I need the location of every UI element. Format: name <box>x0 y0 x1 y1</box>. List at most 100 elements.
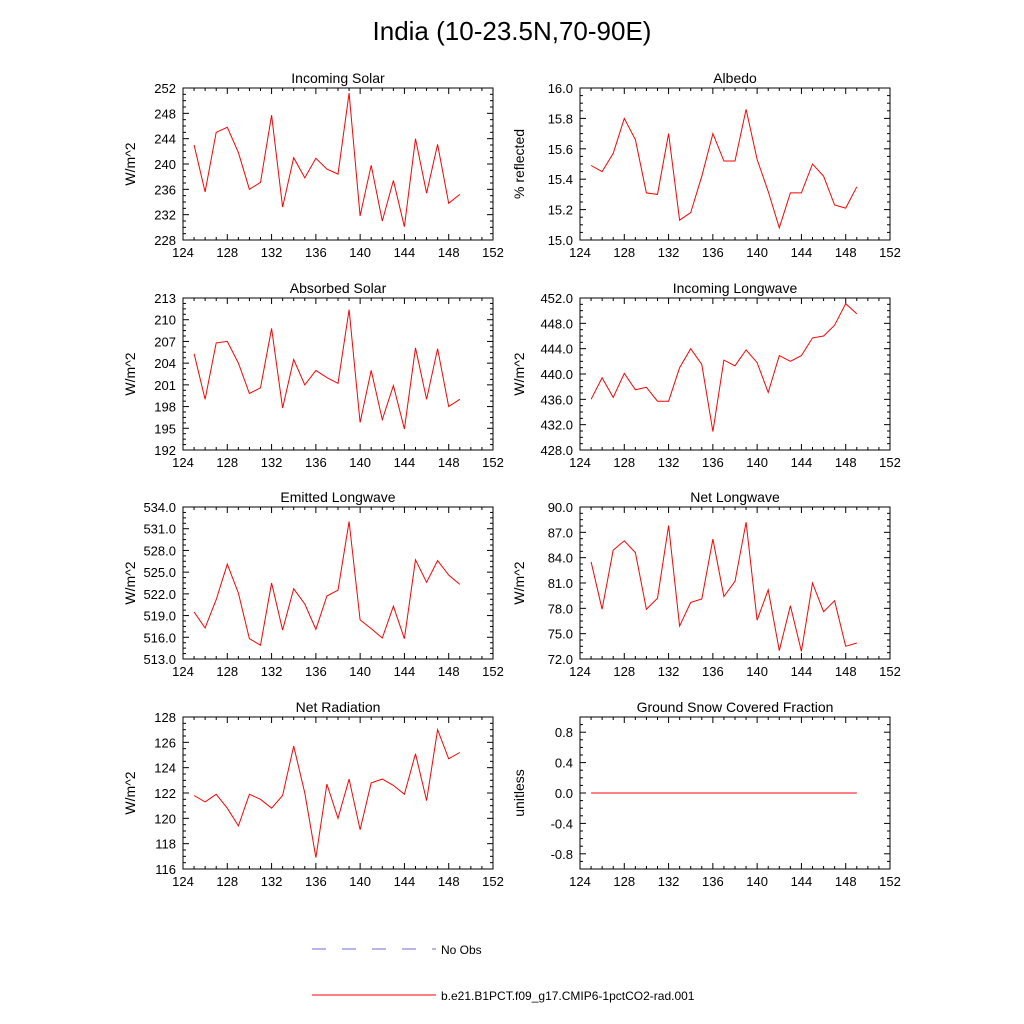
x-tick-label: 136 <box>702 245 724 260</box>
panel-incoming-solar: Incoming Solar W/m^2 124 128 132 136 140 144 148… <box>122 70 504 260</box>
y-tick-label: -0.8 <box>551 847 573 862</box>
x-tick-label: 132 <box>261 664 283 679</box>
y-tick-label: 120 <box>154 811 176 826</box>
x-tick-label: 144 <box>394 874 416 889</box>
x-tick-label: 144 <box>394 455 416 470</box>
y-tick-label: 232 <box>154 208 176 223</box>
x-tick-label: 140 <box>349 455 371 470</box>
x-tick-label: 124 <box>172 455 194 470</box>
series-line <box>193 521 461 646</box>
y-tick-label: 15.4 <box>548 172 573 187</box>
x-tick-label: 124 <box>172 245 194 260</box>
x-tick-label: 148 <box>438 874 460 889</box>
x-tick-label: 140 <box>349 245 371 260</box>
x-tick-label: 132 <box>261 455 283 470</box>
panel-title: Net Radiation <box>296 699 381 715</box>
y-tick-label: 81.0 <box>548 576 573 591</box>
y-tick-label: 428.0 <box>540 443 573 458</box>
y-tick-label: -0.4 <box>551 816 573 831</box>
y-tick-label: 16.0 <box>548 81 573 96</box>
x-tick-label: 124 <box>569 455 591 470</box>
y-tick-label: 0.8 <box>555 725 573 740</box>
y-tick-label: 236 <box>154 182 176 197</box>
panel-albedo: Albedo % reflected 124 128 132 136 140 144 148 15… <box>511 70 901 260</box>
y-axis-label: W/m^2 <box>511 352 527 395</box>
x-tick-label: 128 <box>613 245 635 260</box>
y-tick-label: 513.0 <box>143 652 176 667</box>
legend: No Obs b.e21.B1PCT.f09_g17.CMIP6-1pctCO2… <box>312 943 695 1003</box>
x-tick-label: 140 <box>349 874 371 889</box>
y-tick-label: 75.0 <box>548 627 573 642</box>
x-tick-label: 136 <box>702 664 724 679</box>
x-tick-label: 136 <box>305 455 327 470</box>
x-tick-label: 148 <box>835 245 857 260</box>
x-tick-label: 128 <box>216 455 238 470</box>
x-tick-label: 124 <box>569 245 591 260</box>
x-tick-label: 128 <box>216 874 238 889</box>
x-tick-label: 152 <box>879 245 901 260</box>
series-line <box>590 522 857 652</box>
y-tick-label: 528.0 <box>143 543 176 558</box>
y-axis-label: W/m^2 <box>122 352 138 395</box>
x-tick-label: 136 <box>702 874 724 889</box>
y-tick-label: 87.0 <box>548 525 573 540</box>
y-tick-label: 78.0 <box>548 601 573 616</box>
legend-label-model-run: b.e21.B1PCT.f09_g17.CMIP6-1pctCO2-rad.00… <box>441 989 695 1003</box>
panel-ground-snow-covered-fraction: Ground Snow Covered Fraction unitless 124 1… <box>511 699 901 889</box>
panel-title: Incoming Longwave <box>673 280 798 296</box>
x-tick-label: 144 <box>791 245 813 260</box>
y-tick-label: 124 <box>154 761 176 776</box>
y-tick-label: 15.0 <box>548 233 573 248</box>
y-tick-label: 213 <box>154 291 176 306</box>
x-tick-label: 144 <box>791 874 813 889</box>
panel-title: Incoming Solar <box>291 70 385 86</box>
y-axis-label: W/m^2 <box>511 561 527 604</box>
x-tick-label: 148 <box>835 874 857 889</box>
x-tick-label: 136 <box>305 664 327 679</box>
panel-absorbed-solar: Absorbed Solar W/m^2 124 128 132 136 140 144 148… <box>122 280 504 470</box>
x-tick-label: 144 <box>791 455 813 470</box>
x-tick-label: 152 <box>482 245 504 260</box>
x-tick-label: 128 <box>613 874 635 889</box>
panel-title: Ground Snow Covered Fraction <box>637 699 834 715</box>
y-tick-label: 122 <box>154 786 176 801</box>
y-tick-label: 0.0 <box>555 786 573 801</box>
y-tick-label: 432.0 <box>540 418 573 433</box>
y-tick-label: 198 <box>154 400 176 415</box>
x-tick-label: 140 <box>746 664 768 679</box>
y-tick-label: 448.0 <box>540 316 573 331</box>
legend-label-no-obs: No Obs <box>441 943 482 957</box>
series-line <box>193 93 461 227</box>
y-tick-label: 15.8 <box>548 111 573 126</box>
y-tick-label: 207 <box>154 334 176 349</box>
y-tick-label: 440.0 <box>540 367 573 382</box>
x-tick-label: 124 <box>172 664 194 679</box>
y-tick-label: 126 <box>154 735 176 750</box>
x-tick-label: 144 <box>394 245 416 260</box>
x-tick-label: 136 <box>305 245 327 260</box>
x-tick-label: 132 <box>658 455 680 470</box>
series-line <box>590 109 858 230</box>
y-tick-label: 519.0 <box>143 609 176 624</box>
y-tick-label: 15.2 <box>548 203 573 218</box>
x-tick-label: 140 <box>746 874 768 889</box>
x-tick-label: 144 <box>394 664 416 679</box>
x-tick-label: 148 <box>438 455 460 470</box>
x-tick-label: 140 <box>349 664 371 679</box>
figure-title: India (10-23.5N,70-90E) <box>373 16 652 46</box>
y-tick-label: 116 <box>155 862 176 877</box>
y-axis-label: W/m^2 <box>122 561 138 604</box>
x-tick-label: 124 <box>172 874 194 889</box>
x-tick-label: 152 <box>879 874 901 889</box>
x-tick-label: 128 <box>613 455 635 470</box>
y-tick-label: 204 <box>154 356 176 371</box>
x-tick-label: 140 <box>746 455 768 470</box>
x-tick-label: 128 <box>216 664 238 679</box>
y-axis-label: unitless <box>511 769 527 816</box>
y-tick-label: 248 <box>154 106 176 121</box>
y-tick-label: 525.0 <box>143 565 176 580</box>
plot-frame <box>182 506 494 660</box>
x-tick-label: 124 <box>569 664 591 679</box>
y-tick-label: 228 <box>154 233 176 248</box>
